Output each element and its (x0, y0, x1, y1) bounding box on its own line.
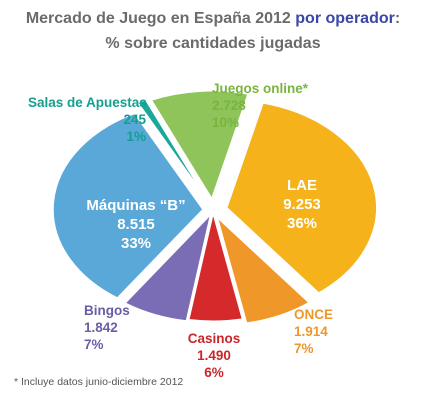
title-colon: : (394, 10, 401, 27)
label-casinos-value: 1.490 (197, 348, 231, 363)
slice-salas (136, 98, 207, 199)
label-once-name: ONCE (294, 307, 334, 322)
label-salas: Salas de Apuestas 245 1% (28, 94, 147, 145)
label-once-percent: 7% (294, 341, 314, 356)
label-lae: LAE 9.253 36% (262, 176, 342, 233)
footnote: * Incluye datos junio-diciembre 2012 (14, 376, 184, 388)
slice-casinos (187, 212, 244, 322)
chart-title: Mercado de Juego en España 2012 por oper… (0, 6, 426, 56)
slice-bingos (123, 211, 213, 322)
label-maquinas-value: 8.515 (117, 216, 155, 233)
label-once-value: 1.914 (294, 324, 328, 339)
label-salas-name: Salas de Apuestas (28, 95, 147, 110)
label-bingos: Bingos 1.842 7% (84, 302, 130, 353)
slice-maquinas (52, 112, 204, 300)
label-lae-value: 9.253 (283, 196, 321, 213)
label-lae-percent: 36% (286, 215, 318, 232)
label-casinos-percent: 6% (204, 365, 224, 380)
label-juegos-online: Juegos online* 2.728 10% (212, 80, 308, 131)
title-highlight: por operador (295, 10, 395, 27)
title-line2: % sobre cantidades jugadas (105, 35, 321, 52)
label-juegos-percent: 10% (212, 115, 240, 130)
label-juegos-name: Juegos online* (212, 81, 309, 96)
label-maquinas-name: Máquinas “B” (86, 197, 186, 214)
label-lae-name: LAE (287, 177, 317, 194)
label-bingos-value: 1.842 (84, 320, 118, 335)
label-casinos: Casinos 1.490 6% (184, 330, 244, 381)
label-juegos-value: 2.728 (212, 98, 246, 113)
slice-lae (225, 102, 378, 294)
label-maquinas-percent: 33% (120, 235, 152, 252)
label-salas-percent: 1% (126, 129, 146, 144)
label-bingos-percent: 7% (84, 337, 104, 352)
slice-once (215, 214, 311, 325)
slice-juegos-online (150, 90, 250, 201)
label-maquinas: Máquinas “B” 8.515 33% (76, 196, 196, 253)
title-line1: Mercado de Juego en España 2012 (25, 10, 291, 27)
label-once: ONCE 1.914 7% (294, 306, 333, 357)
label-bingos-name: Bingos (84, 303, 130, 318)
label-salas-value: 245 (123, 112, 146, 127)
label-casinos-name: Casinos (187, 331, 241, 346)
